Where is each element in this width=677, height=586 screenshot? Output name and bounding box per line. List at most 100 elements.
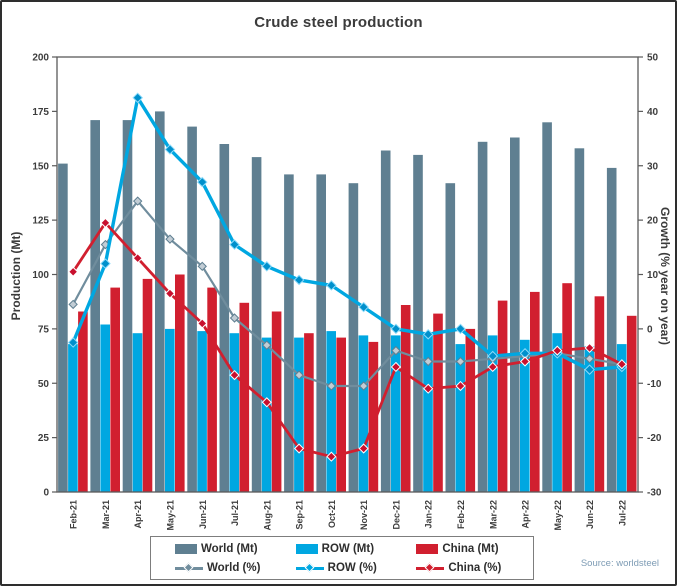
- y-left-tick-label: 75: [38, 324, 50, 335]
- bar: [497, 300, 508, 492]
- bar: [78, 311, 88, 492]
- y-axis-left: 0 25 50 75 100 125 150 175 200: [32, 53, 57, 499]
- bar: [251, 157, 262, 492]
- bar: [413, 154, 423, 492]
- bar: [616, 344, 627, 492]
- data-point-marker: [584, 364, 595, 375]
- legend-item-world-pct: World (%): [165, 562, 286, 574]
- data-point-marker: [293, 274, 305, 286]
- x-tick-label: Jul-21: [230, 500, 240, 526]
- bar: [562, 283, 572, 492]
- bar: [358, 335, 369, 492]
- bar: [122, 120, 133, 492]
- y-right-tick-label: 10: [647, 270, 659, 281]
- bar: [142, 278, 153, 492]
- x-tick-label: Feb-22: [456, 500, 466, 529]
- data-point-marker: [423, 383, 434, 394]
- bar: [400, 305, 411, 492]
- bar: [68, 344, 78, 492]
- bar: [58, 163, 68, 492]
- data-point-marker: [229, 313, 240, 323]
- x-tick-label: May-22: [553, 500, 563, 531]
- line-path: [71, 96, 624, 372]
- data-point-marker: [358, 301, 369, 313]
- bar: [187, 126, 197, 492]
- legend-label: China (%): [448, 561, 502, 574]
- bar: [348, 183, 359, 492]
- data-point-marker: [164, 288, 176, 299]
- bar: [530, 291, 540, 492]
- legend-item-world-mt: World (Mt): [165, 543, 286, 555]
- bar: [336, 337, 346, 492]
- y-left-tick-label: 175: [32, 107, 49, 118]
- y-right-tick-label: -20: [647, 433, 662, 444]
- y-right-tick-label: 20: [647, 216, 659, 227]
- bar: [584, 346, 595, 492]
- source-label: Source: worldsteel: [580, 558, 659, 569]
- data-point-marker: [132, 196, 143, 206]
- data-point-marker: [229, 239, 240, 250]
- bar: [606, 167, 617, 492]
- data-point-marker: [423, 356, 433, 367]
- legend-label: China (Mt): [442, 542, 499, 555]
- bar: [542, 122, 552, 493]
- bar: [510, 137, 520, 492]
- data-point-marker: [358, 381, 369, 391]
- data-point-marker: [616, 359, 627, 370]
- chart-title: Crude steel production: [254, 14, 423, 31]
- data-point-marker: [68, 266, 79, 277]
- legend-label: ROW (Mt): [321, 542, 375, 555]
- data-point-marker: [326, 451, 337, 462]
- data-point-marker: [294, 370, 304, 380]
- x-tick-label: Mar-21: [101, 500, 111, 529]
- bar: [455, 344, 466, 492]
- data-point-marker: [326, 280, 337, 291]
- bar: [304, 333, 314, 492]
- bar: [423, 333, 433, 492]
- bar: [433, 313, 443, 492]
- bar: [132, 333, 143, 492]
- y-right-tick-label: 0: [647, 324, 653, 335]
- x-tick-label: Oct-21: [327, 500, 337, 528]
- y-right-tick-label: 50: [647, 53, 659, 64]
- data-point-marker: [390, 361, 402, 373]
- legend-label: ROW (%): [327, 561, 377, 574]
- bar: [229, 333, 240, 492]
- x-tick-label: Apr-21: [133, 500, 143, 529]
- bar: [316, 174, 326, 492]
- data-point-marker: [584, 354, 595, 364]
- data-point-marker: [100, 217, 111, 228]
- data-point-marker: [164, 144, 176, 155]
- x-tick-label: Dec-21: [391, 500, 401, 530]
- y-axis-right-title: Growth (% year on year): [658, 206, 672, 346]
- data-point-marker: [487, 350, 499, 362]
- line-series-ROW (%): [67, 92, 628, 375]
- bar: [326, 331, 336, 492]
- line-path: [71, 221, 624, 459]
- x-tick-label: Jun-21: [198, 500, 208, 529]
- x-tick-label: Jun-22: [585, 500, 595, 529]
- data-point-marker: [584, 342, 595, 354]
- bar: [219, 144, 230, 492]
- legend-label: World (Mt): [201, 542, 258, 555]
- chart-legend: World (Mt) ROW (Mt) China (Mt) World (%)…: [150, 536, 534, 580]
- bar: [207, 287, 217, 492]
- data-point-marker: [358, 443, 369, 454]
- data-point-marker: [422, 329, 434, 340]
- x-tick-label: Mar-22: [488, 500, 498, 529]
- y-left-tick-label: 50: [38, 379, 50, 390]
- row-line-swatch-icon: [295, 562, 324, 573]
- y-right-tick-label: -30: [647, 488, 662, 499]
- bar-series-China (Mt): [78, 274, 637, 493]
- bar: [90, 120, 100, 492]
- bar: [477, 141, 488, 493]
- legend-item-row-pct: ROW (%): [286, 562, 407, 574]
- legend-label: World (%): [207, 561, 261, 574]
- data-point-marker: [455, 356, 466, 367]
- data-point-marker: [390, 323, 402, 335]
- y-axis-left-title: Production (Mt): [9, 231, 23, 321]
- y-left-tick-label: 150: [32, 161, 49, 172]
- bars-group: [58, 111, 637, 493]
- y-right-tick-label: 40: [647, 107, 659, 118]
